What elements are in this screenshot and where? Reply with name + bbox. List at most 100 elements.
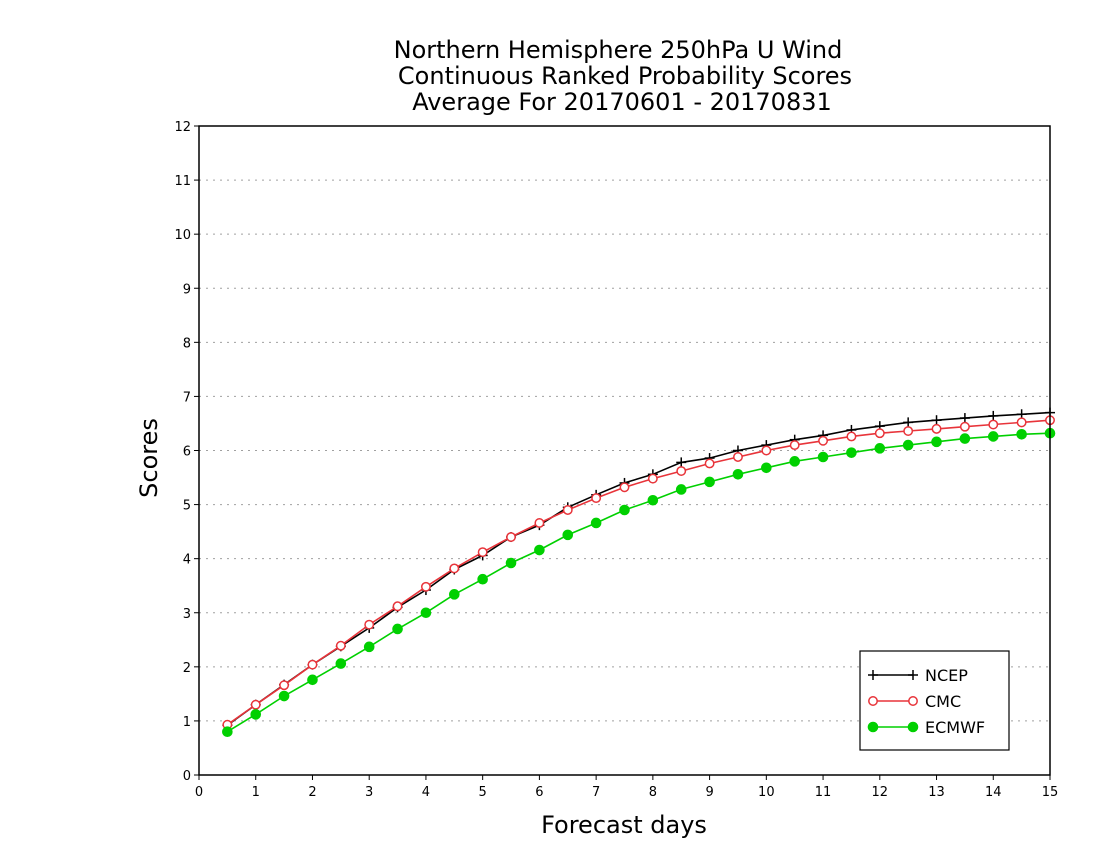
data-point-cmc [931,423,942,434]
chart-title: Northern Hemisphere 250hPa U Wind Contin… [394,36,852,116]
data-point-cmc [1016,417,1027,428]
data-point-cmc [761,445,772,456]
series-cmc [222,415,1055,730]
data-point-ecmwf [959,433,971,444]
data-point-ecmwf [590,517,602,529]
series-layer [222,407,1056,738]
data-point-cmc [676,466,687,477]
x-axis-label: Forecast days [541,811,707,839]
legend-marker-ncep [908,670,918,680]
x-tick-label: 1 [252,785,260,800]
data-point-ncep [931,415,942,426]
y-tick-label: 8 [183,336,191,351]
data-point-cmc [477,547,488,558]
y-tick-label: 3 [183,607,191,622]
data-point-cmc [874,428,885,439]
legend-item-cmc: CMC [868,692,961,711]
data-point-ecmwf [307,674,318,686]
legend-marker-ecmwf [867,721,879,733]
data-point-ecmwf [675,484,687,495]
data-point-ecmwf [874,443,886,454]
data-point-cmc [449,563,460,574]
data-point-cmc [335,640,346,651]
data-point-ecmwf [902,439,914,451]
data-point-ncep [959,413,970,424]
data-point-cmc [647,473,658,484]
data-point-cmc [988,419,999,430]
y-tick-label: 9 [183,282,191,297]
data-point-cmc [307,659,318,670]
legend-label-ecmwf: ECMWF [925,718,985,737]
x-tick-label: 11 [815,785,832,800]
data-point-cmc [789,440,800,451]
data-point-ecmwf [1016,428,1027,440]
data-point-cmc [506,532,516,542]
legend-item-ecmwf: ECMWF [867,718,985,737]
y-tick-label: 0 [183,769,191,784]
legend-marker-cmc [868,696,878,706]
data-point-cmc [562,505,573,515]
data-point-ecmwf [250,709,262,720]
legend-item-ncep: NCEP [868,666,968,685]
x-tick-label: 6 [535,785,543,800]
data-point-ecmwf [987,431,999,442]
data-point-cmc [392,601,403,612]
data-point-cmc [364,619,375,630]
x-tick-label: 4 [422,785,430,800]
x-tick-label: 5 [479,785,487,800]
y-tick-label: 7 [183,390,191,405]
data-point-ecmwf [789,456,801,467]
data-point-ecmwf [562,529,574,541]
x-axis-ticks: 0 1 2 3 4 5 6 7 8 9 10 11 12 13 14 15 [195,775,1058,800]
title-line-2: Continuous Ranked Probability Scores [398,62,852,90]
legend-marker-ecmwf [907,721,919,733]
data-point-ecmwf [817,451,829,463]
x-tick-label: 8 [649,785,657,800]
y-tick-label: 4 [183,553,191,568]
grid-lines [199,125,1050,722]
x-tick-label: 10 [758,785,775,800]
data-point-ecmwf [647,494,659,506]
title-line-1: Northern Hemisphere 250hPa U Wind [394,36,843,64]
legend-marker-ncep [868,670,878,680]
series-ecmwf [222,427,1056,738]
y-tick-label: 11 [174,174,191,189]
x-tick-label: 15 [1042,785,1059,800]
legend-label-ncep: NCEP [925,666,968,685]
y-axis-label: Scores [135,418,163,498]
x-tick-label: 0 [195,785,203,800]
data-point-ecmwf [761,462,772,474]
data-point-cmc [846,431,857,442]
data-point-cmc [619,482,630,493]
x-tick-label: 2 [308,785,316,800]
data-point-ecmwf [420,607,432,619]
data-point-ecmwf [931,436,942,448]
x-tick-label: 13 [928,785,945,800]
y-tick-label: 12 [174,120,191,135]
legend-marker-cmc [908,696,918,706]
data-point-cmc [591,493,602,504]
x-tick-label: 3 [365,785,373,800]
data-point-ncep [903,417,914,428]
data-point-ecmwf [477,573,488,585]
data-point-cmc [420,581,431,592]
data-point-cmc [733,452,743,462]
data-point-ncep [988,410,999,421]
data-point-ecmwf [534,544,545,556]
data-point-cmc [704,458,715,469]
data-point-ecmwf [619,504,630,516]
y-tick-label: 10 [174,228,191,243]
data-point-cmc [534,518,545,528]
data-point-ecmwf [505,557,517,569]
data-point-cmc [959,421,970,432]
legend-label-cmc: CMC [925,692,961,711]
data-point-cmc [250,699,261,710]
data-point-ecmwf [846,447,857,458]
data-point-ecmwf [732,468,744,480]
x-tick-label: 9 [705,785,713,800]
data-point-ecmwf [335,658,347,669]
data-point-ecmwf [392,623,403,635]
data-point-cmc [903,426,914,436]
